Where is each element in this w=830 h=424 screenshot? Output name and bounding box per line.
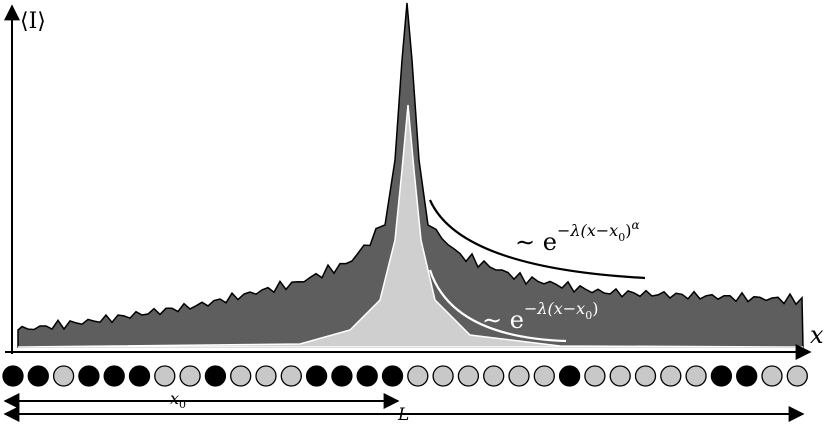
length-label: L — [397, 405, 409, 424]
site — [761, 365, 783, 387]
site — [305, 365, 328, 387]
site — [78, 365, 100, 387]
site — [230, 365, 252, 387]
site — [786, 365, 808, 387]
site — [736, 365, 758, 387]
site — [558, 365, 581, 387]
site — [255, 365, 277, 387]
site — [381, 365, 404, 387]
site — [508, 365, 530, 387]
site — [634, 365, 657, 387]
site — [609, 365, 631, 387]
site — [280, 365, 302, 387]
site — [179, 365, 201, 387]
site — [331, 365, 353, 387]
site — [407, 365, 429, 387]
site — [204, 365, 227, 387]
site — [710, 365, 733, 387]
site — [533, 365, 555, 387]
site — [457, 365, 480, 387]
x-axis-label: x — [810, 321, 824, 349]
annotation: ∼ e−λ(x−x0)α — [515, 218, 640, 256]
site — [2, 365, 24, 387]
power-law-fit — [428, 199, 646, 280]
site — [27, 365, 49, 387]
site — [685, 365, 707, 387]
x0-label: x0 — [170, 389, 186, 411]
lattice — [2, 365, 808, 387]
site — [660, 365, 682, 387]
site — [103, 365, 125, 387]
annotation: ∼ e−λ(x−x0) — [482, 299, 598, 334]
site — [356, 365, 378, 387]
exponential-fit — [428, 269, 567, 343]
site — [52, 365, 75, 387]
site — [154, 365, 176, 387]
y-axis-label: ⟨I⟩ — [20, 9, 46, 34]
site — [483, 365, 505, 387]
localized-intensity-area — [17, 104, 804, 348]
site — [584, 365, 606, 387]
site — [432, 365, 454, 387]
site — [128, 365, 151, 387]
